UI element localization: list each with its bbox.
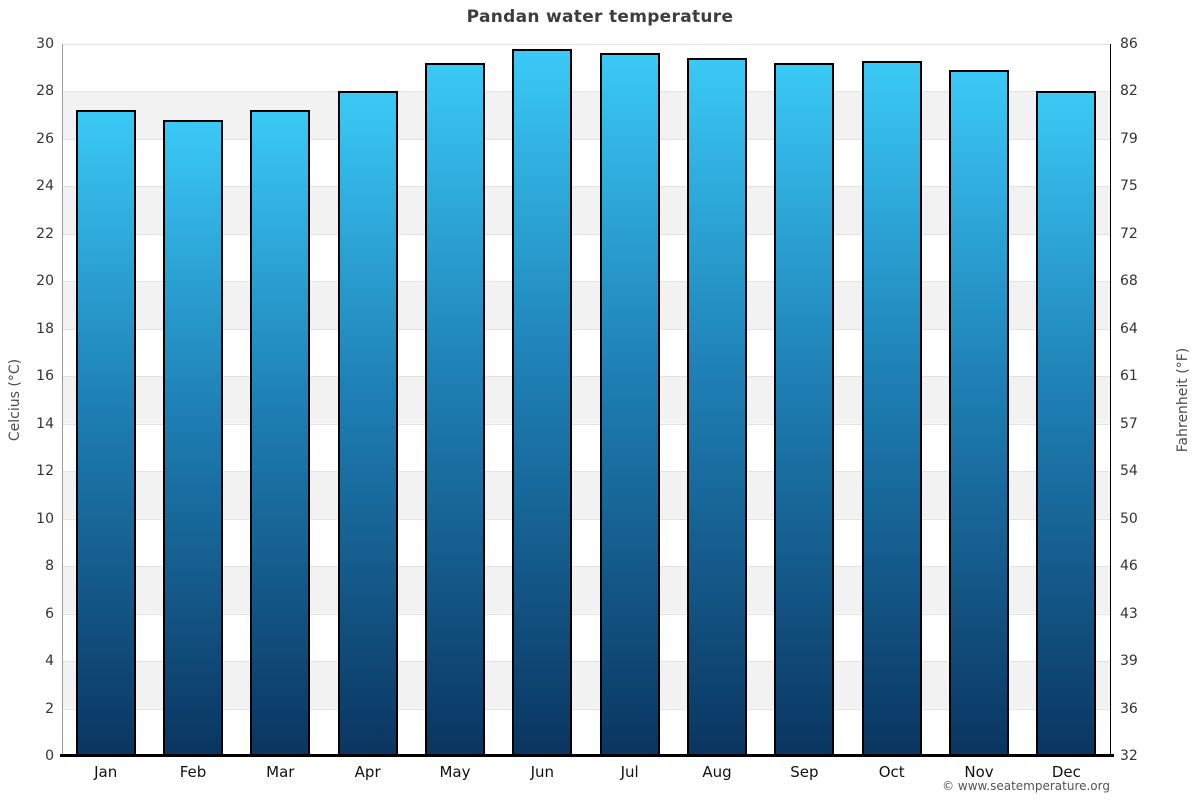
- bar-nov[interactable]: [949, 70, 1009, 756]
- x-axis-label-aug: Aug: [702, 763, 732, 781]
- gridline: [62, 376, 1110, 378]
- gridline: [62, 471, 1110, 473]
- celsius-tick-label: 6: [45, 605, 54, 622]
- celsius-tick-label: 0: [45, 748, 54, 764]
- celsius-tick-label: 4: [45, 653, 54, 670]
- celsius-tick-label: 28: [36, 83, 54, 100]
- x-axis-label-feb: Feb: [179, 763, 207, 781]
- gridline: [62, 44, 1110, 45]
- plot-area: [62, 44, 1110, 756]
- x-axis-label-sep: Sep: [790, 763, 819, 781]
- bar-jul[interactable]: [599, 53, 660, 756]
- bar-aug[interactable]: [687, 58, 747, 756]
- celsius-tick-label: 2: [45, 700, 54, 717]
- celsius-tick-label: 26: [36, 130, 54, 147]
- fahrenheit-axis-title: Fahrenheit (°F): [1175, 347, 1191, 453]
- fahrenheit-tick-label: 57: [1120, 415, 1138, 432]
- bar-mar[interactable]: [250, 110, 311, 756]
- gridline: [62, 518, 1110, 520]
- x-axis-label-dec: Dec: [1051, 763, 1081, 781]
- gridline: [62, 186, 1110, 188]
- x-axis-label-nov: Nov: [964, 763, 994, 781]
- fahrenheit-tick-label: 82: [1120, 83, 1138, 100]
- chart-title: Pandan water temperature: [466, 7, 734, 27]
- gridline: [62, 91, 1110, 93]
- fahrenheit-tick-label: 75: [1120, 178, 1138, 195]
- fahrenheit-tick-label: 54: [1120, 463, 1138, 480]
- fahrenheit-tick-label: 68: [1120, 273, 1138, 290]
- gridline: [62, 328, 1110, 330]
- celsius-tick-label: 22: [36, 225, 54, 242]
- x-axis-label-oct: Oct: [878, 763, 905, 781]
- gridline: [62, 281, 1110, 283]
- bar-oct[interactable]: [861, 60, 922, 756]
- bar-feb[interactable]: [163, 119, 223, 756]
- bar-dec[interactable]: [1036, 91, 1097, 756]
- x-axis-label-may: May: [439, 763, 471, 781]
- gridline: [62, 708, 1110, 710]
- bottom-axis-line: [60, 754, 1114, 757]
- gridline: [62, 613, 1110, 615]
- right-axis-line: [1110, 44, 1111, 756]
- celsius-tick-label: 14: [36, 415, 54, 432]
- fahrenheit-tick-label: 86: [1120, 36, 1138, 52]
- gridline: [62, 661, 1110, 663]
- gridline: [62, 233, 1110, 235]
- fahrenheit-tick-label: 64: [1120, 320, 1138, 337]
- celsius-tick-label: 18: [36, 320, 54, 337]
- gridline: [62, 566, 1110, 568]
- celsius-tick-label: 30: [36, 36, 54, 52]
- bar-jun[interactable]: [512, 48, 573, 756]
- gridline: [62, 423, 1110, 425]
- celsius-tick-label: 16: [36, 368, 54, 385]
- bar-apr[interactable]: [337, 91, 398, 756]
- celsius-tick-label: 24: [36, 178, 54, 195]
- bar-jan[interactable]: [75, 110, 136, 756]
- x-axis-label-jan: Jan: [94, 763, 118, 781]
- celsius-tick-label: 20: [36, 273, 54, 290]
- bar-sep[interactable]: [774, 62, 835, 756]
- left-axis-line: [62, 44, 63, 756]
- attribution: © www.seatemperature.org: [942, 779, 1110, 793]
- bar-may[interactable]: [425, 62, 485, 756]
- fahrenheit-tick-label: 61: [1120, 368, 1138, 385]
- celsius-tick-label: 8: [45, 558, 54, 575]
- celsius-tick-label: 10: [36, 510, 54, 527]
- fahrenheit-tick-label: 50: [1120, 510, 1138, 527]
- fahrenheit-tick-label: 32: [1120, 748, 1138, 764]
- fahrenheit-tick-label: 72: [1120, 225, 1138, 242]
- fahrenheit-tick-label: 39: [1120, 653, 1138, 670]
- fahrenheit-tick-label: 43: [1120, 605, 1138, 622]
- celsius-tick-label: 12: [36, 463, 54, 480]
- x-axis-label-jun: Jun: [530, 763, 555, 781]
- gridline: [62, 138, 1110, 140]
- fahrenheit-tick-label: 46: [1120, 558, 1138, 575]
- fahrenheit-tick-label: 79: [1120, 130, 1138, 147]
- x-axis-label-mar: Mar: [266, 763, 295, 781]
- x-axis-label-apr: Apr: [354, 763, 381, 781]
- celsius-axis-title: Celcius (°C): [7, 358, 23, 442]
- x-axis-label-jul: Jul: [620, 763, 639, 781]
- fahrenheit-tick-label: 36: [1120, 700, 1138, 717]
